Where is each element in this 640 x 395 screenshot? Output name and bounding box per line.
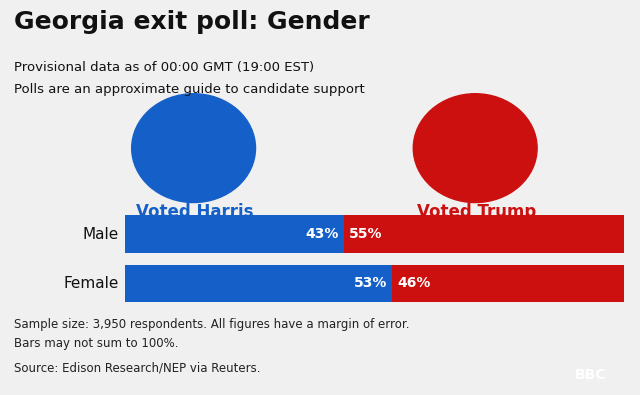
Text: 46%: 46% (397, 276, 431, 290)
Ellipse shape (132, 94, 255, 203)
Text: 53%: 53% (353, 276, 387, 290)
Text: 43%: 43% (305, 227, 339, 241)
Text: Female: Female (63, 276, 118, 291)
Text: Male: Male (82, 227, 118, 241)
Text: Georgia exit poll: Gender: Georgia exit poll: Gender (14, 10, 370, 34)
Text: Source: Edison Research/NEP via Reuters.: Source: Edison Research/NEP via Reuters. (14, 361, 260, 374)
Text: 55%: 55% (349, 227, 383, 241)
Ellipse shape (413, 94, 537, 203)
Text: Sample size: 3,950 respondents. All figures have a margin of error.: Sample size: 3,950 respondents. All figu… (14, 318, 410, 331)
Text: Voted Harris: Voted Harris (136, 203, 254, 222)
Text: Polls are an approximate guide to candidate support: Polls are an approximate guide to candid… (14, 83, 365, 96)
Text: BBC: BBC (575, 368, 606, 382)
Text: Bars may not sum to 100%.: Bars may not sum to 100%. (14, 337, 179, 350)
Text: Voted Trump: Voted Trump (417, 203, 536, 222)
Text: Provisional data as of 00:00 GMT (19:00 EST): Provisional data as of 00:00 GMT (19:00 … (14, 61, 314, 74)
